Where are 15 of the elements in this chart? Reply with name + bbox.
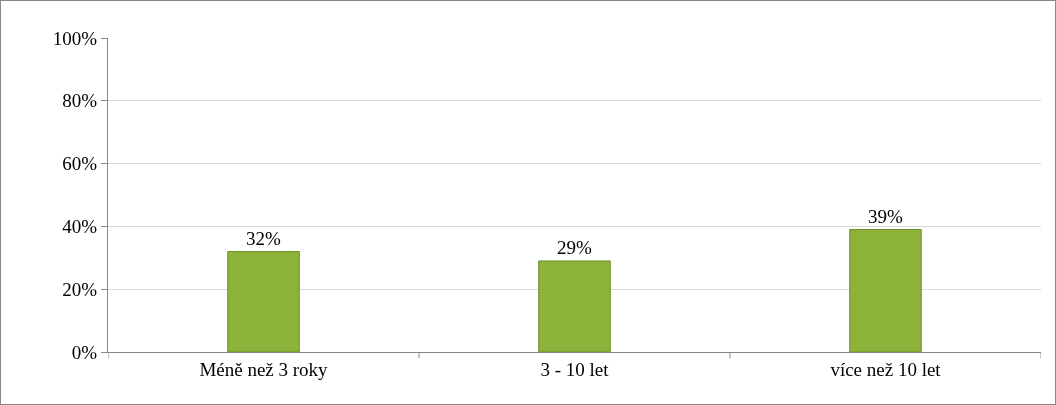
x-tick-label: více než 10 let: [830, 358, 942, 380]
bar: [227, 251, 300, 352]
y-tick-label: 40%: [62, 216, 98, 238]
x-tick-label: 3 - 10 let: [540, 358, 610, 380]
data-label: 39%: [868, 205, 904, 227]
y-tick-label: 100%: [52, 27, 98, 49]
data-label: 32%: [246, 227, 282, 249]
bar: [849, 229, 922, 352]
y-tick-label: 80%: [62, 90, 98, 112]
y-tick-label: 20%: [62, 278, 98, 300]
bar: [538, 260, 611, 352]
y-tick-label: 60%: [62, 153, 98, 175]
data-label: 29%: [557, 236, 593, 258]
x-tick-label: Méně než 3 roky: [199, 358, 329, 380]
y-tick-label: 0%: [71, 341, 98, 363]
